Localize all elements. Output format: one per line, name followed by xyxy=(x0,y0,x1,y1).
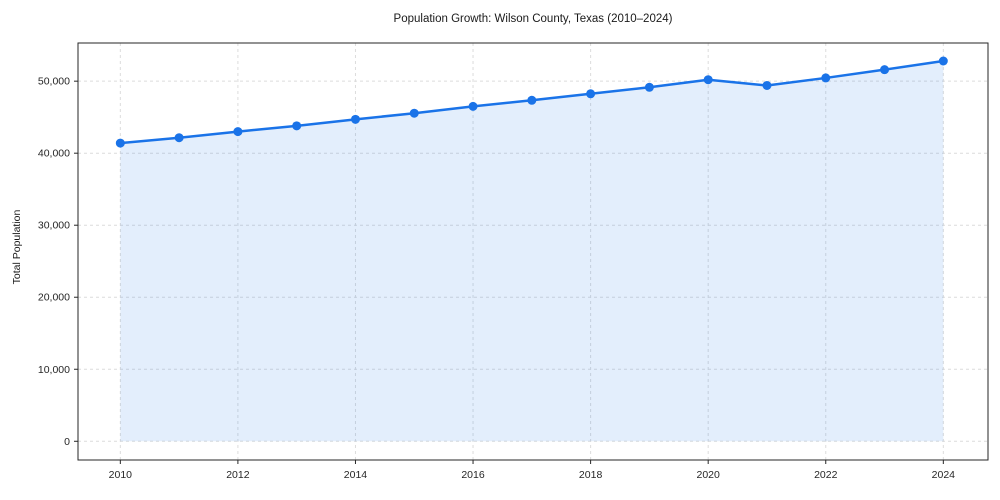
data-point-marker xyxy=(703,75,713,85)
y-tick-label: 10,000 xyxy=(38,364,70,376)
x-tick-label: 2020 xyxy=(697,469,721,481)
data-point-marker xyxy=(880,65,890,75)
data-point-marker xyxy=(644,82,654,92)
data-point-marker xyxy=(762,80,772,90)
x-tick-label: 2018 xyxy=(579,469,603,481)
y-axis-label: Total Population xyxy=(11,209,23,285)
x-tick-label: 2014 xyxy=(344,469,368,481)
y-tick-label: 0 xyxy=(64,436,70,448)
x-tick-label: 2022 xyxy=(814,469,838,481)
data-point-marker xyxy=(821,73,831,83)
data-point-marker xyxy=(468,101,478,111)
x-tick-label: 2024 xyxy=(932,469,956,481)
data-point-marker xyxy=(233,127,243,137)
y-tick-label: 30,000 xyxy=(38,220,70,232)
data-point-marker xyxy=(292,121,302,131)
data-point-marker xyxy=(409,108,419,118)
data-point-marker xyxy=(174,133,184,143)
area-fill xyxy=(120,61,944,442)
data-point-marker xyxy=(586,89,596,99)
x-tick-label: 2010 xyxy=(109,469,133,481)
y-tick-label: 20,000 xyxy=(38,292,70,304)
x-tick-label: 2012 xyxy=(226,469,250,481)
y-tick-label: 40,000 xyxy=(38,148,70,160)
chart-title: Population Growth: Wilson County, Texas … xyxy=(393,13,673,25)
data-point-marker xyxy=(938,56,948,66)
data-point-marker xyxy=(527,95,537,105)
data-point-marker xyxy=(115,138,125,148)
y-tick-label: 50,000 xyxy=(38,76,70,88)
plot-frame xyxy=(77,42,989,461)
data-point-marker xyxy=(350,114,360,124)
x-tick-label: 2016 xyxy=(461,469,485,481)
